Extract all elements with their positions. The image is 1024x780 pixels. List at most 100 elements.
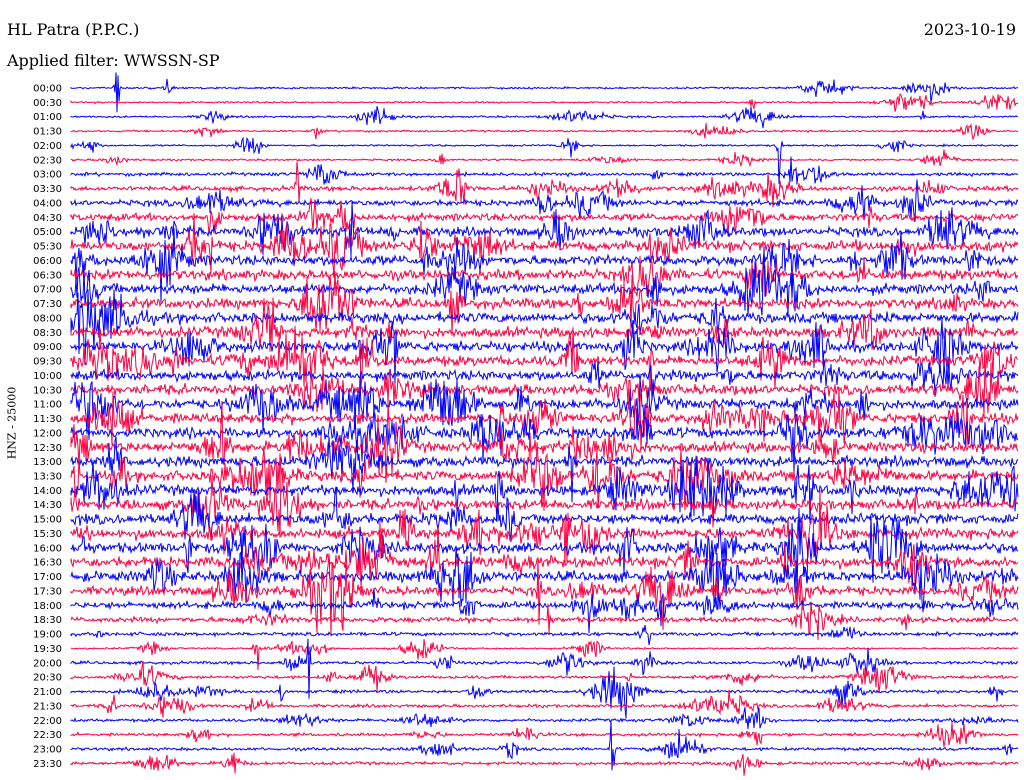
row-time-label: 14:00 xyxy=(33,486,62,497)
row-time-label: 05:00 xyxy=(33,227,62,238)
trace-row xyxy=(70,179,1019,222)
trace-row xyxy=(70,246,1019,316)
row-time-label: 04:00 xyxy=(33,198,62,209)
row-time-label: 12:00 xyxy=(33,428,62,439)
trace-row xyxy=(70,720,1019,771)
trace-row xyxy=(70,271,1019,336)
row-time-label: 17:30 xyxy=(33,586,62,597)
trace-row xyxy=(70,548,1019,613)
trace-row xyxy=(70,661,1019,693)
trace-row xyxy=(70,752,1019,776)
row-labels: 00:00 00:30 01:00 01:30 02:00 02:30 03:00 03:30… xyxy=(33,84,62,770)
trace-row xyxy=(70,93,1019,112)
trace-row xyxy=(70,553,1019,637)
row-time-label: 09:30 xyxy=(33,357,62,368)
row-time-label: 08:30 xyxy=(33,328,62,339)
trace-row xyxy=(70,722,1019,747)
trace-row xyxy=(70,149,1019,168)
trace-row xyxy=(70,507,1019,594)
trace-row xyxy=(70,432,1019,511)
trace-row xyxy=(70,707,1019,730)
trace-row xyxy=(70,297,1019,352)
row-time-label: 18:00 xyxy=(33,601,62,612)
trace-row xyxy=(70,198,1019,237)
trace-row xyxy=(70,318,1019,386)
station-title: HL Patra (P.P.C.) xyxy=(7,20,140,39)
row-time-label: 08:00 xyxy=(33,313,62,324)
row-time-label: 23:00 xyxy=(33,745,62,756)
row-time-label: 03:30 xyxy=(33,184,62,195)
trace-row xyxy=(70,486,1019,543)
row-time-label: 01:30 xyxy=(33,127,62,138)
trace-row xyxy=(70,201,1019,258)
row-time-label: 00:30 xyxy=(33,98,62,109)
trace-row xyxy=(70,468,1019,538)
row-time-label: 16:30 xyxy=(33,558,62,569)
trace-row xyxy=(70,161,1019,208)
row-time-label: 13:30 xyxy=(33,471,62,482)
trace-row xyxy=(70,354,1019,419)
row-time-label: 22:30 xyxy=(33,730,62,741)
row-time-label: 00:00 xyxy=(33,84,62,95)
trace-row xyxy=(70,601,1019,641)
trace-row xyxy=(70,521,1019,589)
filter-label: Applied filter: WWSSN-SP xyxy=(7,51,220,70)
trace-row xyxy=(70,639,1019,671)
trace-row xyxy=(70,255,1019,297)
trace-row xyxy=(70,436,1019,503)
trace-row xyxy=(70,386,1019,451)
row-time-label: 07:00 xyxy=(33,285,62,296)
trace-row xyxy=(70,588,1019,634)
row-time-label: 13:00 xyxy=(33,457,62,468)
row-time-label: 23:30 xyxy=(33,759,62,770)
trace-row xyxy=(70,407,1019,474)
row-time-label: 15:30 xyxy=(33,529,62,540)
trace-row xyxy=(70,666,1019,719)
row-time-label: 10:00 xyxy=(33,371,62,382)
trace-row xyxy=(70,156,1019,185)
row-time-label: 19:00 xyxy=(33,630,62,641)
trace-row xyxy=(70,213,1019,277)
trace-row xyxy=(70,689,1019,718)
trace-row xyxy=(70,359,1019,401)
trace-row xyxy=(70,489,1019,567)
row-time-label: 11:30 xyxy=(33,414,62,425)
row-time-label: 02:30 xyxy=(33,155,62,166)
row-time-label: 22:00 xyxy=(33,716,62,727)
date-label: 2023-10-19 xyxy=(923,20,1016,39)
row-time-label: 05:30 xyxy=(33,242,62,253)
row-time-label: 11:00 xyxy=(33,400,62,411)
trace-row xyxy=(70,456,1019,524)
trace-row xyxy=(70,228,1019,304)
row-time-label: 16:00 xyxy=(33,543,62,554)
row-time-label: 01:00 xyxy=(33,112,62,123)
trace-row xyxy=(70,122,1019,141)
row-time-label: 15:00 xyxy=(33,515,62,526)
row-time-label: 04:30 xyxy=(33,213,62,224)
trace-row xyxy=(70,72,1018,113)
row-time-label: 18:30 xyxy=(33,615,62,626)
seismic-traces xyxy=(70,72,1019,776)
row-time-label: 03:00 xyxy=(33,170,62,181)
row-time-label: 20:00 xyxy=(33,658,62,669)
row-time-label: 19:30 xyxy=(33,644,62,655)
trace-row xyxy=(70,325,1019,391)
row-time-label: 02:00 xyxy=(33,141,62,152)
trace-row xyxy=(70,106,1019,129)
row-time-label: 21:30 xyxy=(33,701,62,712)
row-time-label: 06:30 xyxy=(33,270,62,281)
trace-row xyxy=(70,136,1019,184)
trace-row xyxy=(70,624,1019,646)
row-time-label: 10:30 xyxy=(33,385,62,396)
trace-row xyxy=(70,638,1019,699)
row-time-label: 14:30 xyxy=(33,500,62,511)
row-time-label: 12:30 xyxy=(33,443,62,454)
row-time-label: 07:30 xyxy=(33,299,62,310)
row-time-label: 17:00 xyxy=(33,572,62,583)
row-time-label: 20:30 xyxy=(33,673,62,684)
row-time-label: 06:00 xyxy=(33,256,62,267)
trace-row xyxy=(70,400,1019,483)
row-time-label: 09:00 xyxy=(33,342,62,353)
row-time-label: 21:00 xyxy=(33,687,62,698)
